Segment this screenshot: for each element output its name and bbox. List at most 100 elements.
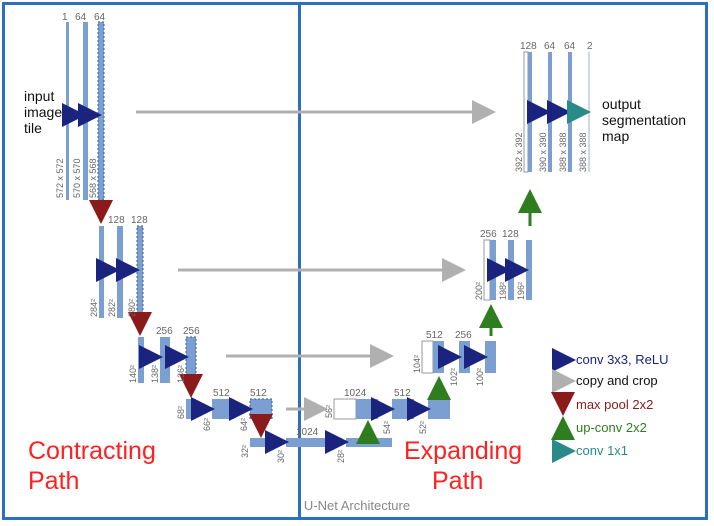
channel-label: 256 [156, 326, 173, 337]
feature-map-block [459, 341, 470, 373]
feature-map-block [186, 399, 196, 419]
feature-map-block [250, 438, 272, 447]
channel-label: 512 [394, 388, 411, 399]
contracting-path-label: Contracting Path [28, 436, 156, 496]
feature-map-block [138, 337, 144, 383]
input-label-line: tile [24, 120, 42, 136]
feature-map-block [568, 52, 572, 172]
channel-label: 128 [108, 215, 125, 226]
channel-label: 64 [544, 41, 556, 52]
diagram-frame [2, 2, 708, 520]
expanding-path-label: Expanding Path [404, 436, 522, 496]
feature-map-block [485, 341, 496, 373]
size-label: 138² [150, 365, 160, 383]
input-label-line: image [24, 104, 63, 120]
channel-label: 2 [587, 41, 593, 52]
feature-map-block [346, 438, 392, 447]
max-pool-arrows [89, 200, 273, 438]
cropped-copy-block [483, 239, 491, 301]
feature-map-block [136, 225, 144, 319]
legend-item: conv 3x3, ReLU [576, 352, 669, 367]
feature-map-block [97, 21, 105, 201]
size-label: 136² [176, 365, 186, 383]
size-label: 64² [239, 418, 249, 431]
size-label: 392 x 392 [514, 132, 524, 172]
channel-label: 512 [426, 330, 443, 341]
level1-decoder [523, 51, 591, 173]
size-label: 104² [412, 355, 422, 373]
feature-map-block [490, 240, 496, 300]
feature-map-block [185, 336, 197, 384]
input-label-line: input [24, 88, 55, 104]
legend-item: conv 1x1 [576, 443, 629, 458]
channel-label: 64 [94, 12, 106, 23]
size-label: 196² [516, 282, 526, 300]
channel-label: 512 [250, 388, 267, 399]
feature-map-block [99, 226, 104, 318]
section-divider [298, 2, 301, 520]
size-label: 56² [324, 405, 334, 418]
section-label-line: Path [432, 467, 484, 495]
feature-map-block [212, 399, 234, 419]
level3-encoder [138, 336, 197, 384]
cropped-copy-block [333, 398, 357, 420]
size-label: 282² [107, 299, 117, 317]
size-label: 100² [475, 368, 485, 386]
channel-label: 512 [213, 388, 230, 399]
channel-label: 128 [502, 229, 519, 240]
cropped-copy-block [421, 340, 434, 374]
size-label: 572 x 572 [55, 158, 65, 198]
size-label: 568 x 568 [88, 158, 98, 198]
bottleneck [250, 430, 392, 454]
feature-map-block [392, 399, 414, 419]
size-label: 284² [89, 299, 99, 317]
channel-label: 1024 [296, 427, 319, 438]
size-label: 54² [382, 421, 392, 434]
size-label: 52² [418, 421, 428, 434]
feature-map-block [433, 341, 444, 373]
channel-label: 256 [455, 330, 472, 341]
channel-label: 64 [75, 12, 87, 23]
feature-map-block [286, 438, 332, 447]
level2-decoder [483, 239, 532, 301]
cropped-copy-block [523, 51, 529, 173]
channel-label: 128 [131, 215, 148, 226]
feature-map-block [528, 52, 532, 172]
channel-label: 256 [183, 326, 200, 337]
level3-decoder [421, 340, 496, 374]
size-label: 570 x 570 [72, 158, 82, 198]
feature-map-block [66, 22, 69, 200]
size-label: 280² [127, 299, 137, 317]
output-map-block [588, 52, 590, 172]
feature-map-block [249, 398, 273, 420]
feature-map-block [356, 399, 378, 419]
feature-map-block [526, 240, 532, 300]
channel-label: 128 [520, 41, 537, 52]
input-label: input image tile [24, 88, 62, 136]
channel-label: 64 [564, 41, 576, 52]
legend-icons [551, 348, 576, 463]
size-label: 200² [474, 282, 484, 300]
output-label-line: output [602, 96, 641, 112]
diagram-title: U-Net Architecture [303, 498, 411, 513]
output-label: output segmentation map [602, 96, 686, 144]
size-label: 102² [449, 368, 459, 386]
legend-item: up-conv 2x2 [576, 420, 647, 435]
output-label-line: map [602, 128, 630, 144]
channel-label: 256 [480, 229, 497, 240]
legend-item: max pool 2x2 [576, 397, 654, 412]
level4-decoder [333, 397, 450, 421]
size-label: 66² [202, 418, 212, 431]
size-label: 32² [240, 445, 250, 458]
channel-label: 1024 [344, 388, 367, 399]
level1-encoder [62, 21, 105, 201]
size-label: 390 x 390 [538, 132, 548, 172]
size-label: 198² [498, 282, 508, 300]
size-label: 388 x 388 [578, 132, 588, 172]
section-label-line: Expanding [404, 437, 523, 465]
feature-map-block [428, 399, 450, 419]
size-label: 388 x 388 [558, 132, 568, 172]
level4-encoder [186, 397, 273, 421]
feature-map-block [117, 226, 123, 318]
output-label-line: segmentation [602, 112, 687, 128]
